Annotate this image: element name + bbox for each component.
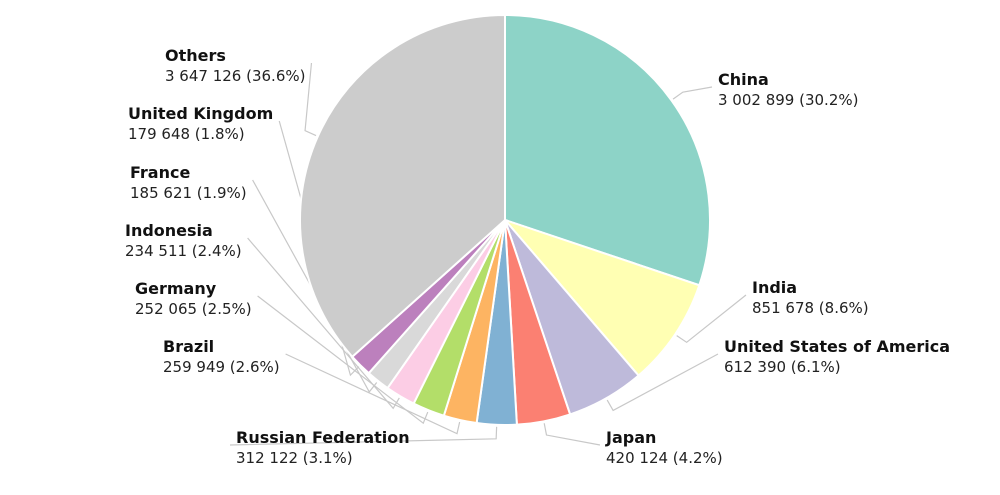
label-name: Russian Federation xyxy=(236,428,410,447)
slice-label: Others 3 647 126 (36.6%) xyxy=(165,46,305,85)
label-value: 252 065 (2.5%) xyxy=(135,300,252,318)
slice-label: Germany 252 065 (2.5%) xyxy=(135,279,252,318)
leader-line xyxy=(543,423,601,446)
leader-line xyxy=(252,179,378,393)
label-name: Japan xyxy=(605,428,656,447)
leader-line xyxy=(606,353,719,412)
label-value: 312 122 (3.1%) xyxy=(236,449,353,467)
label-name: France xyxy=(130,163,190,182)
label-name: Others xyxy=(165,46,226,65)
label-name: United States of America xyxy=(724,337,950,356)
leader-line xyxy=(229,426,498,446)
leader-line xyxy=(285,353,461,435)
label-name: United Kingdom xyxy=(128,104,273,123)
label-value: 612 390 (6.1%) xyxy=(724,358,841,376)
label-value: 259 949 (2.6%) xyxy=(163,358,280,376)
slice-label: Japan 420 124 (4.2%) xyxy=(605,428,723,467)
label-name: Germany xyxy=(135,279,217,298)
pie-slice xyxy=(299,13,506,359)
label-value: 420 124 (4.2%) xyxy=(606,449,723,467)
label-value: 3 002 899 (30.2%) xyxy=(718,91,858,109)
label-name: India xyxy=(752,278,797,297)
label-value: 185 621 (1.9%) xyxy=(130,184,247,202)
slice-label: United Kingdom 179 648 (1.8%) xyxy=(128,104,273,143)
label-value: 851 678 (8.6%) xyxy=(752,299,869,317)
leader-line xyxy=(247,237,400,410)
label-value: 179 648 (1.8%) xyxy=(128,125,245,143)
leader-line xyxy=(676,294,747,344)
label-name: Brazil xyxy=(163,337,214,356)
leader-line xyxy=(257,295,429,425)
slice-label: China 3 002 899 (30.2%) xyxy=(718,70,858,109)
leader-line xyxy=(304,62,317,137)
label-value: 234 511 (2.4%) xyxy=(125,242,242,260)
slice-label: Brazil 259 949 (2.6%) xyxy=(163,337,280,376)
label-name: China xyxy=(718,70,769,89)
pie-slice xyxy=(501,217,701,377)
leader-line xyxy=(672,86,713,100)
slice-label: Indonesia 234 511 (2.4%) xyxy=(125,221,242,260)
slice-label: Russian Federation 312 122 (3.1%) xyxy=(236,428,410,467)
pie-slice xyxy=(504,13,711,287)
slice-label: India 851 678 (8.6%) xyxy=(752,278,869,317)
label-value: 3 647 126 (36.6%) xyxy=(165,67,305,85)
label-name: Indonesia xyxy=(125,221,213,240)
slice-label: United States of America 612 390 (6.1%) xyxy=(724,337,950,376)
slice-label: France 185 621 (1.9%) xyxy=(130,163,247,202)
